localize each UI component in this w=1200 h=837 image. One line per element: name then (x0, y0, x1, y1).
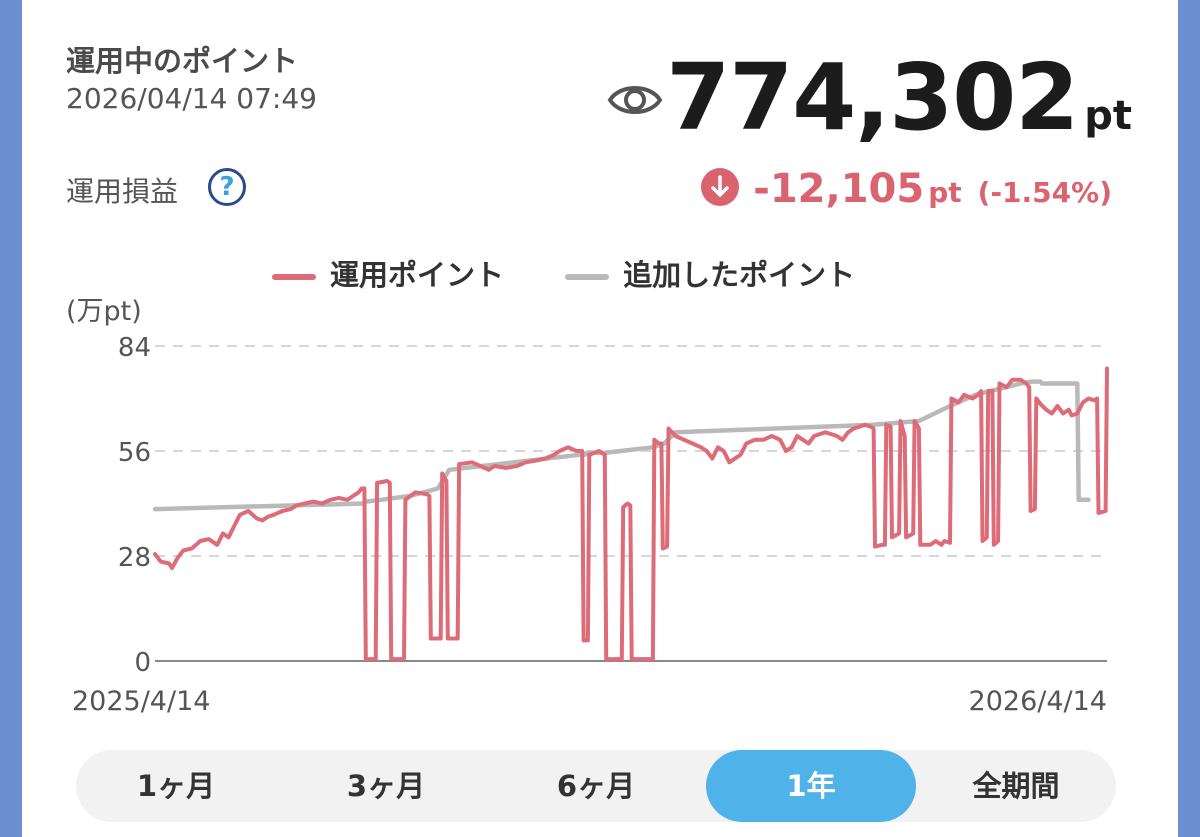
y-tick-label: 0 (134, 648, 151, 678)
tab-3m[interactable]: 3ヶ月 (346, 769, 426, 803)
eye-icon[interactable] (607, 78, 663, 122)
pl-label: 運用損益 (66, 175, 179, 208)
profit-loss: -12,105 pt (-1.54%) (701, 166, 1112, 212)
help-icon[interactable]: ? (208, 168, 246, 206)
line-chart: (万pt) 84 56 28 0 2025/4/14 2026/4/14 (66, 296, 1109, 717)
legend-item-invested: 運用ポイント (272, 252, 504, 294)
page-title: 運用中のポイント (66, 44, 299, 78)
total-value: 774,302 (666, 44, 1079, 151)
tab-1y[interactable]: 1年 (706, 750, 916, 822)
chart-legend: 運用ポイント 追加したポイント (272, 252, 911, 294)
legend-swatch-added (565, 274, 610, 280)
tab-6m[interactable]: 6ヶ月 (556, 769, 636, 803)
change-unit: pt (928, 176, 962, 209)
change-value: -12,105 (753, 166, 925, 212)
period-tabs: 1ヶ月 3ヶ月 6ヶ月 1年 全期間 (76, 750, 1116, 822)
tab-all[interactable]: 全期間 (972, 769, 1060, 803)
x-tick-label-start: 2025/4/14 (72, 686, 210, 717)
legend-item-added: 追加したポイント (565, 252, 855, 294)
total-points: 774,302 pt (666, 44, 1132, 151)
y-tick-label: 84 (118, 333, 151, 363)
y-tick-label: 28 (118, 543, 151, 573)
change-percent: (-1.54%) (977, 176, 1112, 209)
arrow-down-icon (701, 168, 740, 206)
x-tick-label-end: 2026/4/14 (969, 686, 1107, 717)
legend-swatch-invested (272, 274, 316, 280)
y-tick-label: 56 (118, 438, 151, 468)
legend-label-added: 追加したポイント (623, 258, 856, 292)
total-unit: pt (1084, 93, 1132, 139)
timestamp: 2026/04/14 07:49 (66, 82, 317, 115)
tab-1m[interactable]: 1ヶ月 (136, 769, 216, 803)
legend-label-invested: 運用ポイント (330, 258, 505, 292)
series-line-invested (153, 366, 1109, 662)
portfolio-card: 運用中のポイント 2026/04/14 07:49 運用損益 ? 774,302… (22, 0, 1178, 837)
y-axis-label: (万pt) (66, 296, 142, 327)
